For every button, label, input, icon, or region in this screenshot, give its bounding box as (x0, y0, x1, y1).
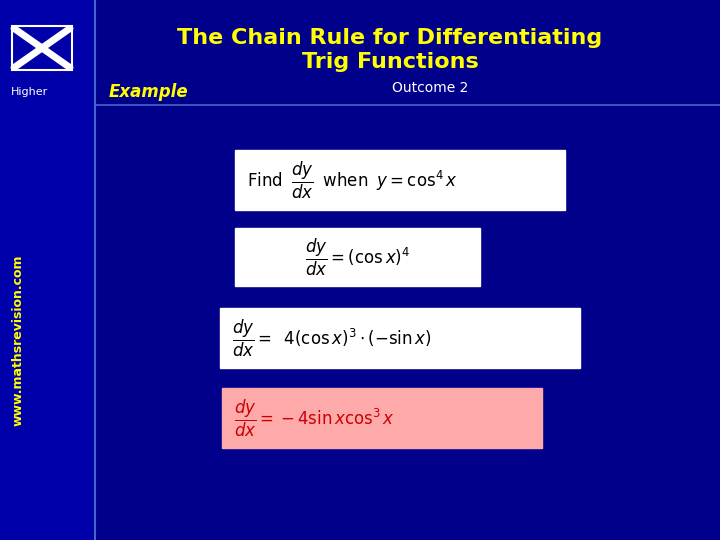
Text: $\dfrac{dy}{dx} = \;\; 4(\cos x)^3 \cdot (-\sin x)$: $\dfrac{dy}{dx} = \;\; 4(\cos x)^3 \cdot… (232, 318, 431, 359)
Text: The Chain Rule for Differentiating: The Chain Rule for Differentiating (177, 28, 603, 48)
FancyBboxPatch shape (0, 0, 95, 540)
FancyBboxPatch shape (222, 388, 542, 448)
Text: Outcome 2: Outcome 2 (392, 81, 468, 95)
Text: Trig Functions: Trig Functions (302, 52, 478, 72)
FancyBboxPatch shape (220, 308, 580, 368)
Text: www.mathsrevision.com: www.mathsrevision.com (12, 254, 24, 426)
Text: Higher: Higher (12, 87, 49, 97)
Text: $\mathrm{Find} \;\; \dfrac{dy}{dx} \;\; \mathrm{when} \;\; y = \cos^4 x$: $\mathrm{Find} \;\; \dfrac{dy}{dx} \;\; … (247, 159, 458, 200)
Text: Example: Example (108, 83, 188, 101)
FancyBboxPatch shape (235, 228, 480, 286)
Text: $\dfrac{dy}{dx} = (\cos x)^4$: $\dfrac{dy}{dx} = (\cos x)^4$ (305, 237, 410, 278)
FancyBboxPatch shape (235, 150, 565, 210)
Text: $\dfrac{dy}{dx} = -4\sin x\cos^3 x$: $\dfrac{dy}{dx} = -4\sin x\cos^3 x$ (234, 397, 395, 438)
